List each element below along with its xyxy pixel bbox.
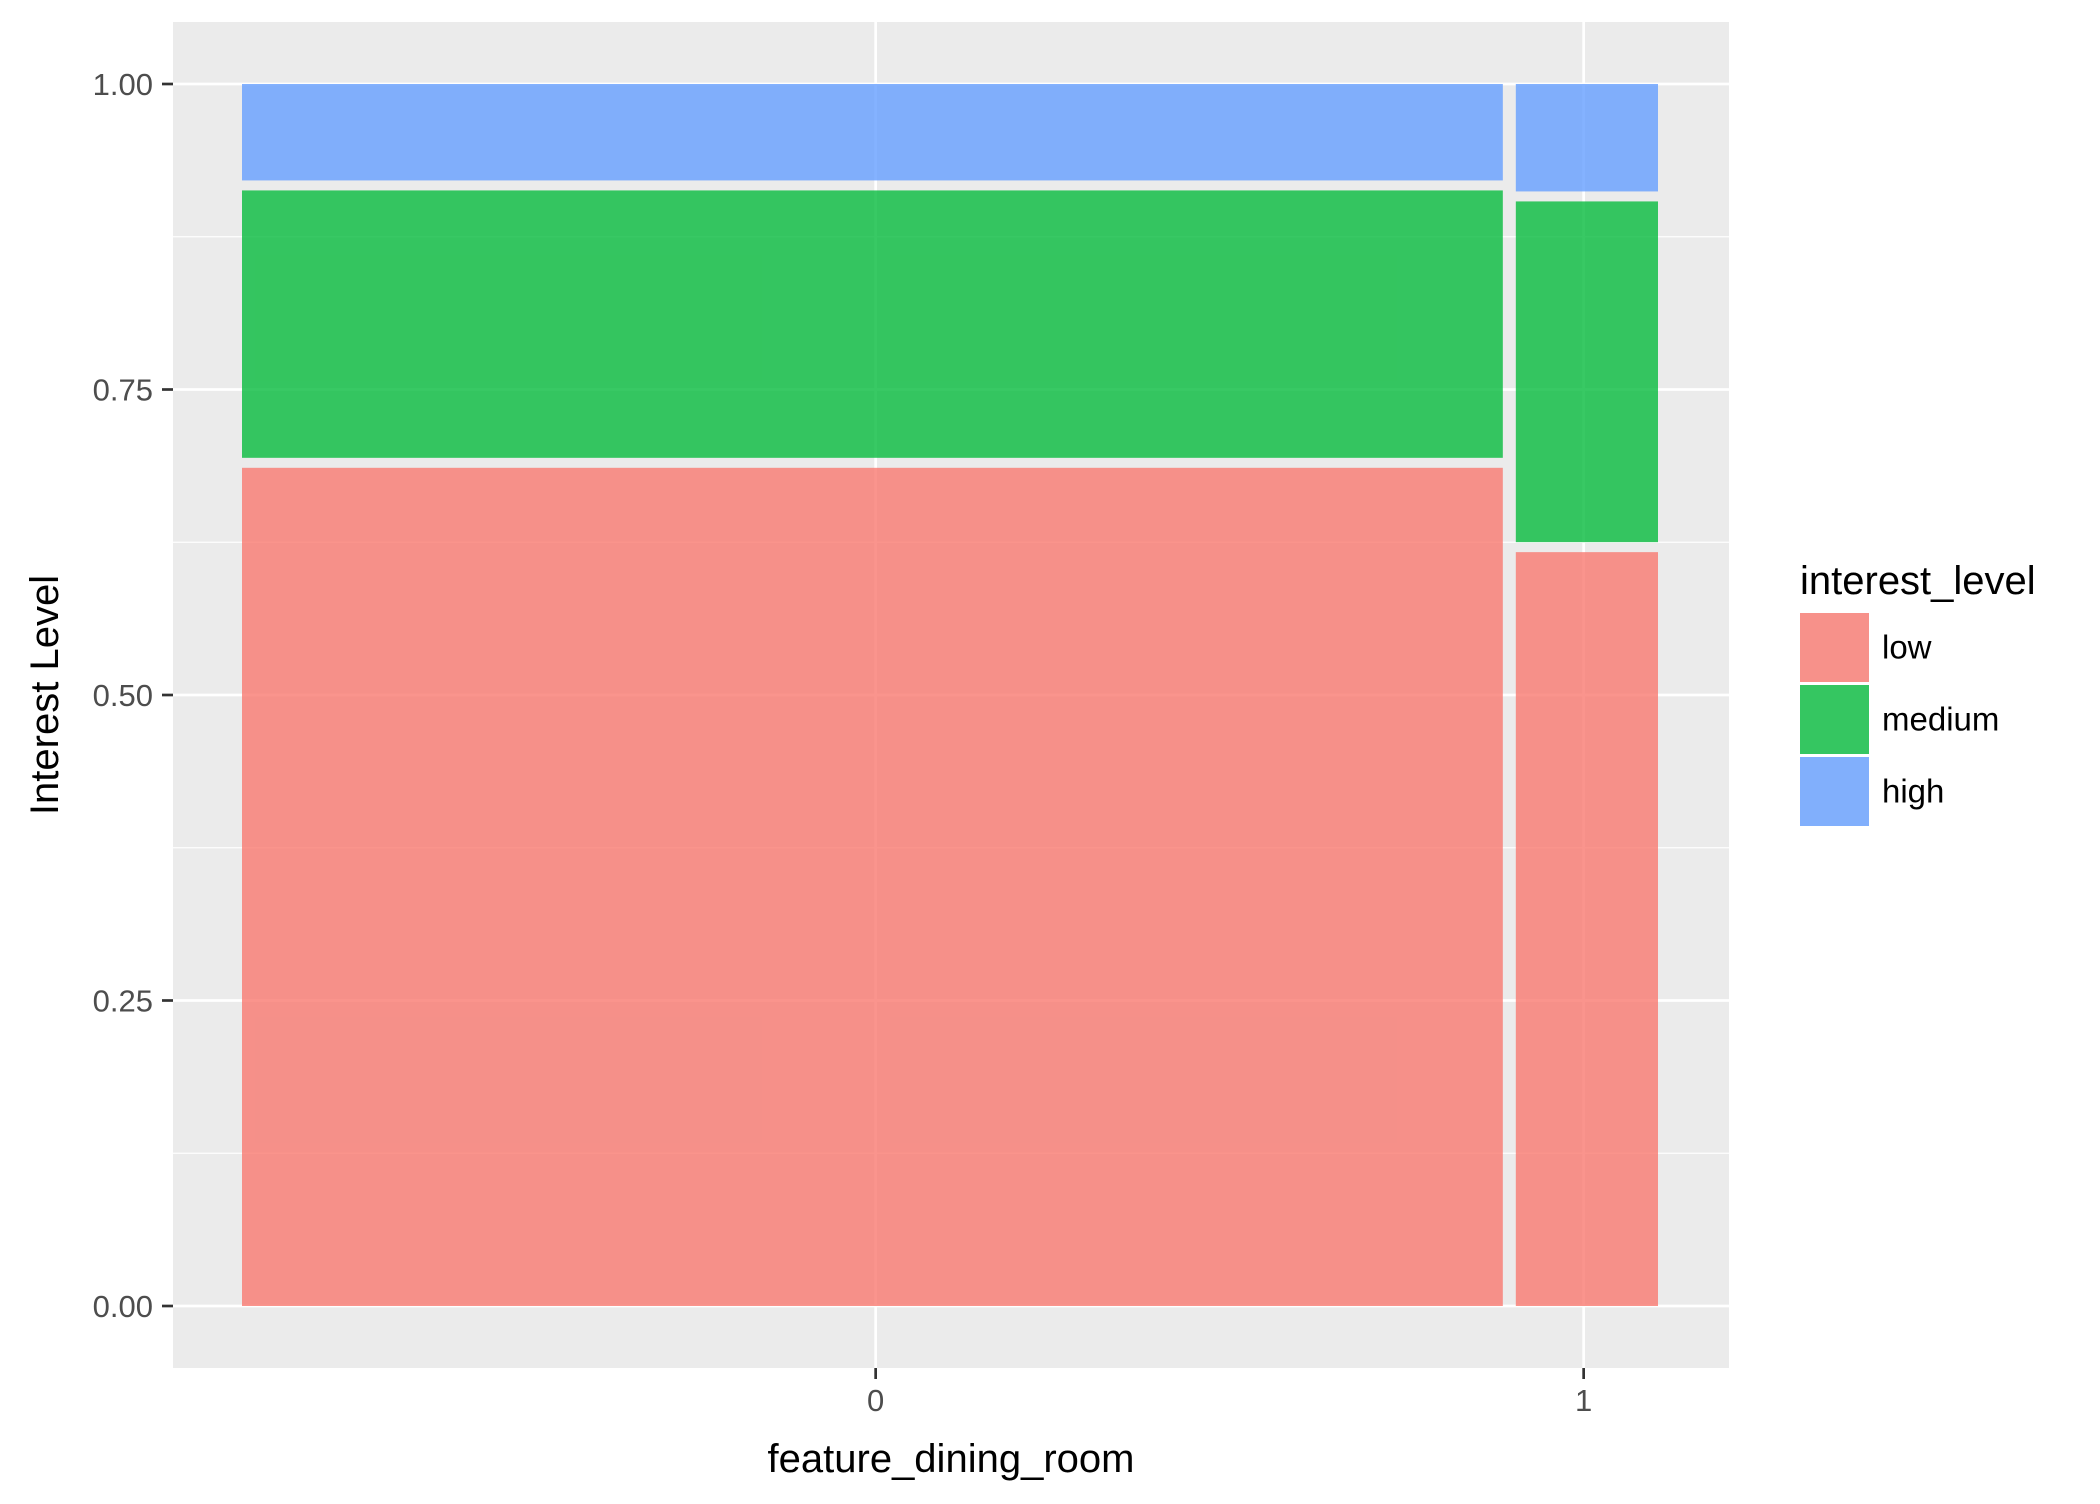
x-tick-label: 0 (867, 1383, 884, 1418)
legend-swatch-low (1800, 613, 1869, 682)
legend: interest_level low medium high (1800, 559, 2036, 826)
x-tick-label: 1 (1575, 1383, 1592, 1418)
bar-segment-high-1 (1515, 84, 1658, 192)
y-tick-label: 0.50 (93, 678, 153, 713)
legend-swatch-medium (1800, 685, 1869, 754)
y-tick-label: 0.75 (93, 373, 153, 408)
y-axis-title: Interest Level (23, 575, 67, 815)
legend-title: interest_level (1800, 559, 2036, 603)
bar-segment-low-0 (242, 467, 1503, 1306)
legend-keys: low medium high (1800, 613, 1999, 826)
legend-label-high: high (1882, 773, 1944, 810)
x-axis-title: feature_dining_room (768, 1437, 1135, 1481)
bar-segment-high-0 (242, 84, 1503, 181)
y-tick-label: 1.00 (93, 67, 153, 102)
y-tick-label: 0.25 (93, 984, 153, 1019)
legend-swatch-high (1800, 757, 1869, 826)
y-axis: 0.00 0.25 0.50 0.75 1.00 (93, 67, 173, 1324)
legend-label-low: low (1882, 629, 1932, 666)
bar-segment-low-1 (1515, 552, 1658, 1306)
bar-segment-medium-1 (1515, 201, 1658, 543)
y-tick-label: 0.00 (93, 1289, 153, 1324)
legend-label-medium: medium (1882, 701, 1999, 738)
bar-segments (242, 84, 1658, 1306)
bar-segment-medium-0 (242, 190, 1503, 458)
